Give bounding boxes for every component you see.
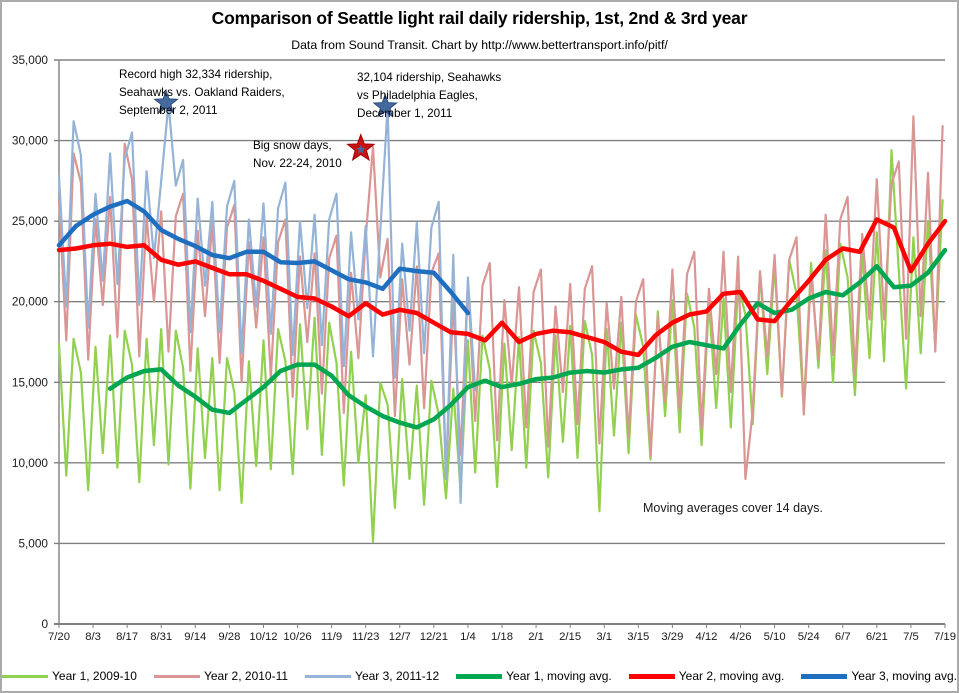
legend-label: Year 2, moving avg. bbox=[678, 669, 785, 683]
x-tick-label: 3/1 bbox=[596, 631, 612, 643]
x-tick-label: 3/15 bbox=[627, 631, 649, 643]
record_high-star-icon bbox=[153, 89, 179, 114]
legend-swatch-year3-avg bbox=[801, 673, 848, 679]
legend-item-year1-daily: Year 1, 2009-10 bbox=[2, 669, 137, 683]
series-year3-avg bbox=[56, 198, 471, 316]
legend-item-year3-daily: Year 3, 2011-12 bbox=[305, 669, 439, 683]
y-tick-label: 35,000 bbox=[12, 53, 49, 67]
y-tick-label: 10,000 bbox=[12, 456, 49, 470]
x-tick-label: 8/3 bbox=[85, 631, 101, 643]
legend-swatch-year1-daily bbox=[2, 674, 48, 678]
eagles_game-star-icon bbox=[372, 93, 398, 118]
legend-label: Year 2, 2010-11 bbox=[203, 669, 289, 683]
annotation-eagles-game: 32,104 ridership, Seahawks vs Philadelph… bbox=[357, 71, 502, 120]
legend-swatch-year3-daily bbox=[305, 674, 352, 678]
series-year2-avg bbox=[56, 217, 948, 358]
x-tick-label: 10/12 bbox=[249, 631, 277, 643]
x-tick-label: 7/20 bbox=[48, 631, 70, 643]
y-tick-label: 30,000 bbox=[12, 134, 49, 148]
series-year1-avg bbox=[107, 247, 948, 430]
x-tick-label: 9/14 bbox=[184, 631, 206, 643]
x-tick-label: 6/21 bbox=[866, 631, 888, 643]
legend: Year 1, 2009-10 Year 2, 2010-11 Year 3, … bbox=[2, 669, 957, 683]
chart-subtitle: Data from Sound Transit. Chart by http:/… bbox=[291, 38, 668, 52]
chart-plot-area: 0 5,000 10,000 15,000 20,000 25,000 30,000 35,0… bbox=[12, 53, 956, 643]
x-tick-label: 2/1 bbox=[528, 631, 544, 643]
legend-item-year3-avg: Year 3, moving avg. bbox=[801, 669, 957, 683]
x-tick-label: 9/28 bbox=[218, 631, 240, 643]
legend-swatch-year2-daily bbox=[153, 674, 200, 678]
legend-label: Year 3, moving avg. bbox=[851, 669, 957, 683]
annotation-snow-days: Big snow days, Nov. 22-24, 2010 bbox=[253, 139, 342, 170]
series-year1-daily bbox=[57, 149, 944, 543]
y-tick-label: 5,000 bbox=[18, 536, 48, 550]
x-tick-label: 3/29 bbox=[661, 631, 683, 643]
series-year2-daily bbox=[57, 115, 944, 481]
legend-swatch-year2-avg bbox=[628, 673, 675, 679]
x-tick-label: 5/10 bbox=[764, 631, 786, 643]
x-tick-label: 12/7 bbox=[389, 631, 411, 643]
moving-average-note: Moving averages cover 14 days. bbox=[643, 501, 823, 515]
legend-item-year2-daily: Year 2, 2010-11 bbox=[153, 669, 289, 683]
legend-label: Year 3, 2011-12 bbox=[355, 669, 440, 683]
legend-item-year2-avg: Year 2, moving avg. bbox=[628, 669, 785, 683]
chart-title: Comparison of Seattle light rail daily r… bbox=[211, 8, 748, 28]
snow_days-inner-star-icon bbox=[356, 144, 366, 154]
x-tick-label: 2/15 bbox=[559, 631, 581, 643]
legend-item-year1-avg: Year 1, moving avg. bbox=[456, 669, 612, 683]
legend-label: Year 1, moving avg. bbox=[506, 669, 612, 683]
x-tick-label: 10/26 bbox=[283, 631, 311, 643]
annotation-record-high: Record high 32,334 ridership, Seahawks v… bbox=[119, 68, 285, 117]
x-tick-label: 11/23 bbox=[352, 631, 379, 643]
y-tick-label: 0 bbox=[41, 617, 48, 631]
x-tick-label: 11/9 bbox=[321, 631, 342, 643]
y-tick-label: 25,000 bbox=[12, 214, 49, 228]
x-tick-label: 1/18 bbox=[491, 631, 513, 643]
legend-swatch-year1-avg bbox=[456, 673, 503, 679]
x-tick-label: 5/24 bbox=[798, 631, 820, 643]
x-tick-label: 6/7 bbox=[835, 631, 851, 643]
x-tick-label: 7/19 bbox=[934, 631, 956, 643]
x-tick-label: 8/31 bbox=[150, 631, 172, 643]
x-tick-label: 4/12 bbox=[695, 631, 717, 643]
x-tick-label: 1/4 bbox=[460, 631, 476, 643]
x-tick-label: 12/21 bbox=[420, 631, 448, 643]
x-tick-label: 8/17 bbox=[116, 631, 138, 643]
legend-label: Year 1, 2009-10 bbox=[52, 669, 137, 683]
y-tick-label: 20,000 bbox=[12, 295, 49, 309]
x-tick-label: 7/5 bbox=[903, 631, 919, 643]
y-tick-label: 15,000 bbox=[12, 375, 49, 389]
x-tick-label: 4/26 bbox=[730, 631, 752, 643]
series-year3-daily bbox=[57, 102, 477, 505]
